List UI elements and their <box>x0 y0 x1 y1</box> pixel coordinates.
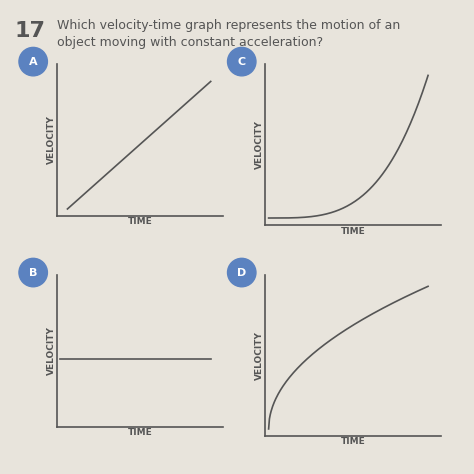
X-axis label: TIME: TIME <box>128 428 152 437</box>
Y-axis label: VELOCITY: VELOCITY <box>46 115 55 164</box>
Y-axis label: VELOCITY: VELOCITY <box>255 331 264 380</box>
Y-axis label: VELOCITY: VELOCITY <box>46 326 55 375</box>
X-axis label: TIME: TIME <box>128 217 152 226</box>
X-axis label: TIME: TIME <box>341 227 365 236</box>
Y-axis label: VELOCITY: VELOCITY <box>255 120 264 169</box>
Text: A: A <box>29 56 37 67</box>
Text: C: C <box>237 56 246 67</box>
X-axis label: TIME: TIME <box>341 438 365 447</box>
Text: object moving with constant acceleration?: object moving with constant acceleration… <box>57 36 323 48</box>
Text: 17: 17 <box>14 21 45 41</box>
Text: D: D <box>237 267 246 278</box>
Text: B: B <box>29 267 37 278</box>
Text: Which velocity-time graph represents the motion of an: Which velocity-time graph represents the… <box>57 19 400 32</box>
